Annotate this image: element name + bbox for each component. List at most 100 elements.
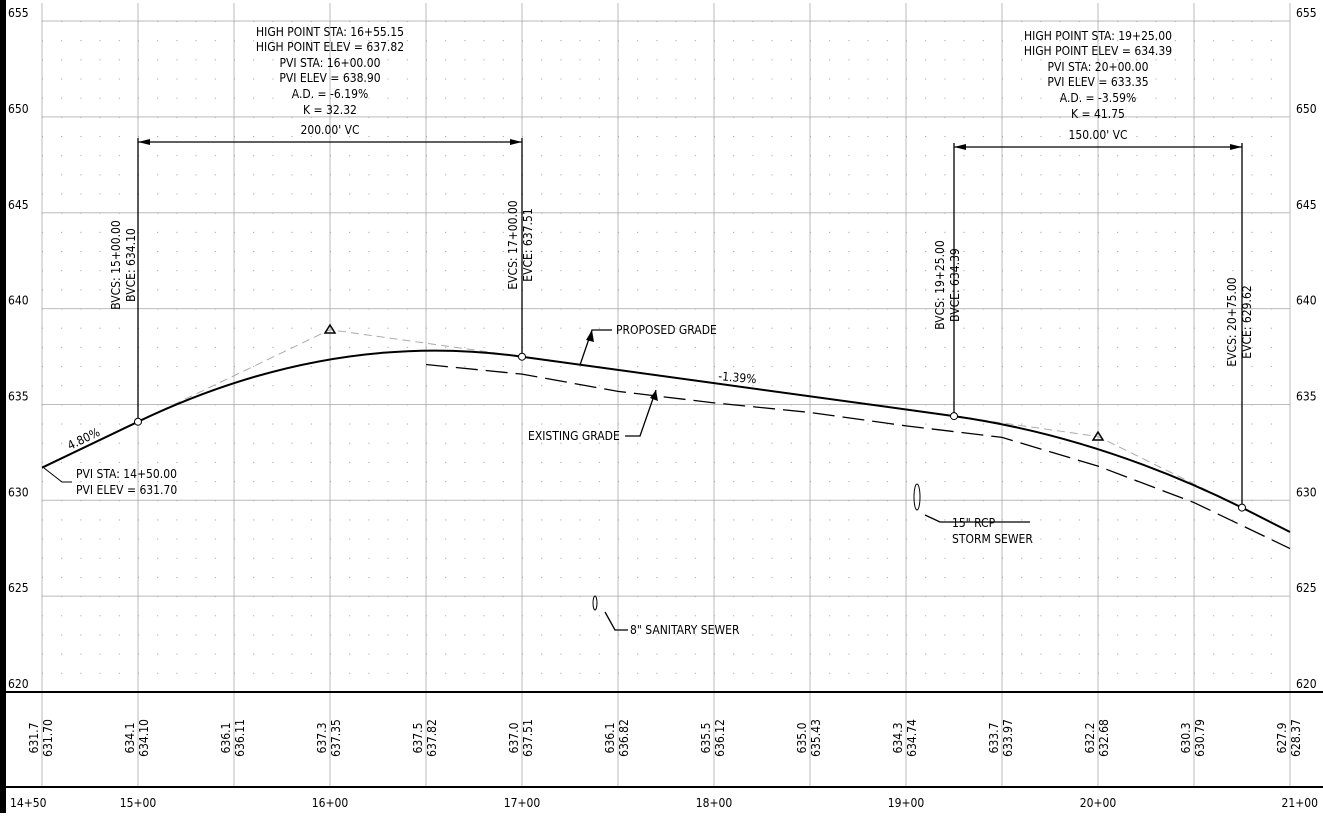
elevation-label: 625 bbox=[8, 581, 29, 595]
existing-elev: 633.7 bbox=[987, 723, 1001, 754]
label: HIGH POINT ELEV = 637.82 bbox=[256, 40, 404, 54]
elevation-label: 650 bbox=[8, 102, 29, 116]
curve-1-data: HIGH POINT STA: 16+55.15 HIGH POINT ELEV… bbox=[256, 25, 404, 137]
elevation-label: 645 bbox=[1296, 198, 1317, 212]
tangent bbox=[953, 415, 1243, 509]
dot-grid bbox=[42, 3, 1290, 692]
existing-elev: 630.3 bbox=[1179, 723, 1193, 754]
proposed-elev: 630.79 bbox=[1193, 719, 1207, 757]
curve-points bbox=[134, 352, 1246, 512]
proposed-elev: 637.35 bbox=[329, 719, 343, 757]
label: HIGH POINT STA: 16+55.15 bbox=[256, 25, 404, 39]
proposed-elev: 636.12 bbox=[713, 719, 727, 757]
label: PVI STA: 14+50.00 bbox=[76, 467, 177, 481]
curve-2-data: HIGH POINT STA: 19+25.00 HIGH POINT ELEV… bbox=[1024, 29, 1172, 142]
proposed-elev: 633.97 bbox=[1001, 719, 1015, 757]
label: BVCE: 634.10 bbox=[124, 228, 138, 302]
pvi-marker bbox=[1091, 430, 1105, 441]
station-label: 21+00 bbox=[1281, 796, 1318, 810]
label: PVI ELEV = 633.35 bbox=[1047, 75, 1148, 89]
proposed-elev: 631.70 bbox=[41, 719, 55, 757]
proposed-elev: 636.11 bbox=[233, 719, 247, 757]
station-label: 16+00 bbox=[312, 796, 349, 810]
proposed-elev: 634.10 bbox=[137, 719, 151, 757]
existing-elev: 636.1 bbox=[219, 723, 233, 754]
station-label: 19+00 bbox=[888, 796, 925, 810]
existing-elev: 634.1 bbox=[123, 723, 137, 754]
station-label: 14+50 bbox=[10, 796, 47, 810]
label: A.D. = -3.59% bbox=[1060, 91, 1136, 105]
elevation-label: 620 bbox=[8, 677, 29, 691]
label: PVI STA: 16+00.00 bbox=[280, 56, 381, 70]
proposed-elev: 632.68 bbox=[1097, 719, 1111, 757]
station-label: 17+00 bbox=[504, 796, 541, 810]
curve-points-labels: BVCS: 15+00.00 BVCE: 634.10 EVCS: 17+00.… bbox=[109, 200, 1254, 366]
label: BVCE: 634.39 bbox=[948, 248, 962, 322]
existing-elev: 635.0 bbox=[795, 722, 809, 753]
existing-elev: 632.2 bbox=[1083, 723, 1097, 754]
label: PROPOSED GRADE bbox=[616, 323, 717, 337]
label: K = 41.75 bbox=[1071, 107, 1125, 121]
label: EXISTING GRADE bbox=[528, 429, 620, 443]
elevation-label: 625 bbox=[1296, 581, 1317, 595]
elevation-label: 635 bbox=[8, 389, 29, 403]
grade-label: -1.39% bbox=[718, 369, 757, 386]
label: EVCS: 17+00.00 bbox=[506, 200, 520, 289]
pipe bbox=[913, 483, 921, 511]
label: K = 32.32 bbox=[303, 103, 357, 117]
label: EVCE: 637.51 bbox=[521, 208, 535, 281]
elevation-label: 630 bbox=[8, 485, 29, 499]
label: 150.00' VC bbox=[1068, 128, 1127, 142]
label: 15" RCP bbox=[952, 516, 996, 530]
existing-elev: 627.9 bbox=[1275, 722, 1289, 753]
existing-grade bbox=[425, 363, 1291, 550]
elevation-label: 635 bbox=[1296, 389, 1317, 403]
elevation-label: 655 bbox=[1296, 6, 1317, 20]
grid bbox=[41, 3, 1291, 787]
label: PVI ELEV = 631.70 bbox=[76, 483, 177, 497]
label: STORM SEWER bbox=[952, 532, 1033, 546]
station-label: 15+00 bbox=[120, 796, 157, 810]
existing-elev: 636.1 bbox=[603, 723, 617, 754]
existing-elev: 637.3 bbox=[315, 723, 329, 754]
label: BVCS: 15+00.00 bbox=[109, 220, 123, 310]
elevation-label: 655 bbox=[8, 6, 29, 20]
proposed-elev: 634.74 bbox=[905, 719, 919, 757]
label: 200.00' VC bbox=[300, 123, 359, 137]
leader bbox=[43, 467, 72, 483]
arrowheads bbox=[138, 139, 1242, 401]
existing-elev: 637.5 bbox=[411, 723, 425, 754]
elevation-label: 630 bbox=[1296, 485, 1317, 499]
label: PVI STA: 20+00.00 bbox=[1048, 60, 1149, 74]
pvi-marker bbox=[323, 323, 337, 334]
label: EVCS: 20+75.00 bbox=[1225, 277, 1239, 366]
proposed-elev: 637.82 bbox=[425, 719, 439, 757]
elevation-label: 640 bbox=[1296, 294, 1317, 308]
label: HIGH POINT STA: 19+25.00 bbox=[1024, 29, 1172, 43]
pipe bbox=[592, 595, 598, 611]
proposed-elev: 636.82 bbox=[617, 719, 631, 757]
elevation-label: 645 bbox=[8, 198, 29, 212]
station-label: 18+00 bbox=[696, 796, 733, 810]
existing-elev: 631.7 bbox=[27, 723, 41, 754]
label: HIGH POINT ELEV = 634.39 bbox=[1024, 44, 1172, 58]
tangent bbox=[137, 329, 523, 423]
dimensions bbox=[137, 138, 1243, 631]
elevation-label: 650 bbox=[1296, 102, 1317, 116]
elevation-label: 620 bbox=[1296, 677, 1317, 691]
label: BVCS: 19+25.00 bbox=[933, 240, 947, 330]
label: 8" SANITARY SEWER bbox=[630, 623, 740, 637]
proposed-elev: 628.37 bbox=[1289, 719, 1303, 757]
proposed-elev: 637.51 bbox=[521, 719, 535, 757]
label: EVCE: 629.62 bbox=[1240, 285, 1254, 358]
border bbox=[0, 0, 6, 813]
elevation-label: 640 bbox=[8, 294, 29, 308]
label: A.D. = -6.19% bbox=[292, 87, 368, 101]
existing-elev: 634.3 bbox=[891, 723, 905, 754]
station-label: 20+00 bbox=[1080, 796, 1117, 810]
existing-elev: 635.5 bbox=[699, 723, 713, 754]
proposed-elev: 635.43 bbox=[809, 719, 823, 757]
existing-elev: 637.0 bbox=[507, 722, 521, 753]
label: PVI ELEV = 638.90 bbox=[279, 71, 380, 85]
